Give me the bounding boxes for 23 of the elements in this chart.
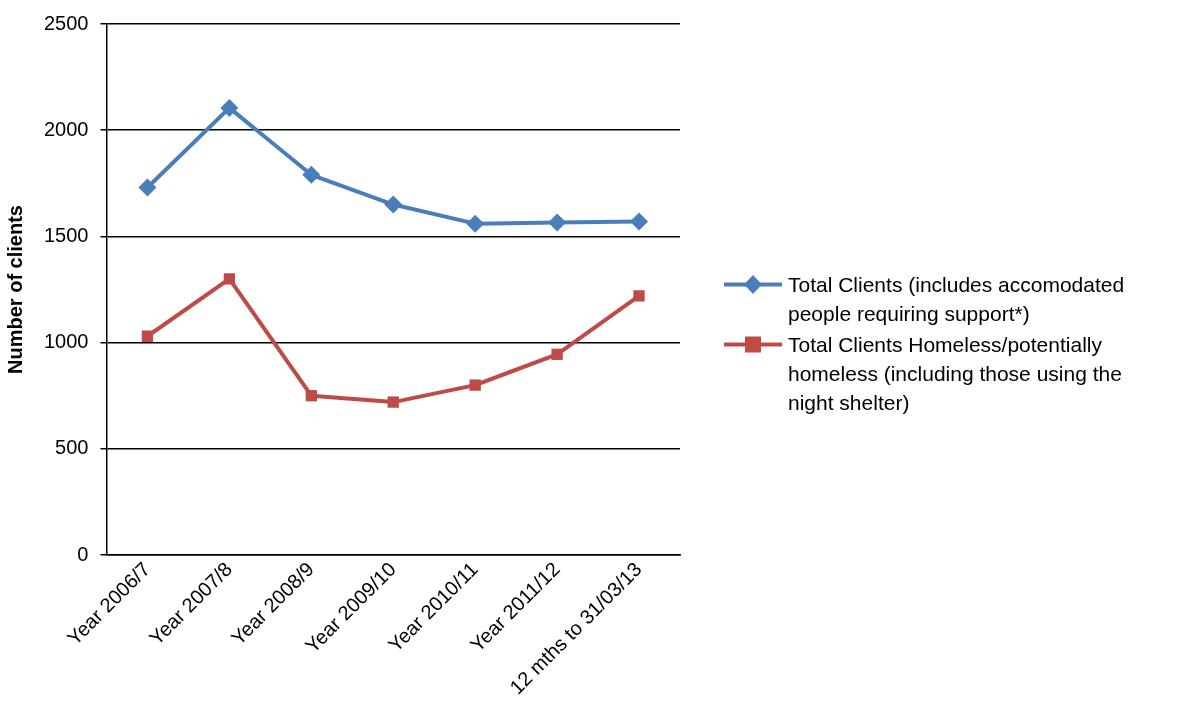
y-tick-label: 0 <box>77 542 89 565</box>
legend-label: Total Clients Homeless/potentially homeless (including those using the night shelter) <box>788 332 1123 416</box>
point <box>384 195 403 214</box>
point <box>302 165 321 184</box>
point <box>305 390 317 402</box>
point <box>469 379 481 391</box>
point <box>138 178 157 197</box>
y-tick-label: 500 <box>55 436 89 459</box>
point <box>223 273 236 285</box>
point <box>466 214 485 233</box>
point <box>548 213 567 232</box>
point <box>387 396 399 408</box>
legend-label: Total Clients (includes accomodated people requiring support*) <box>788 272 1126 327</box>
point <box>630 212 649 231</box>
y-axis-title: Number of clients <box>3 205 26 374</box>
point <box>633 290 645 302</box>
y-tick-label: 1000 <box>43 330 89 353</box>
point <box>141 330 154 342</box>
y-tick-label: 2500 <box>43 11 89 34</box>
point <box>551 348 563 360</box>
y-tick-label: 2000 <box>43 117 89 140</box>
y-tick-label: 1500 <box>43 223 89 246</box>
point <box>220 98 239 117</box>
